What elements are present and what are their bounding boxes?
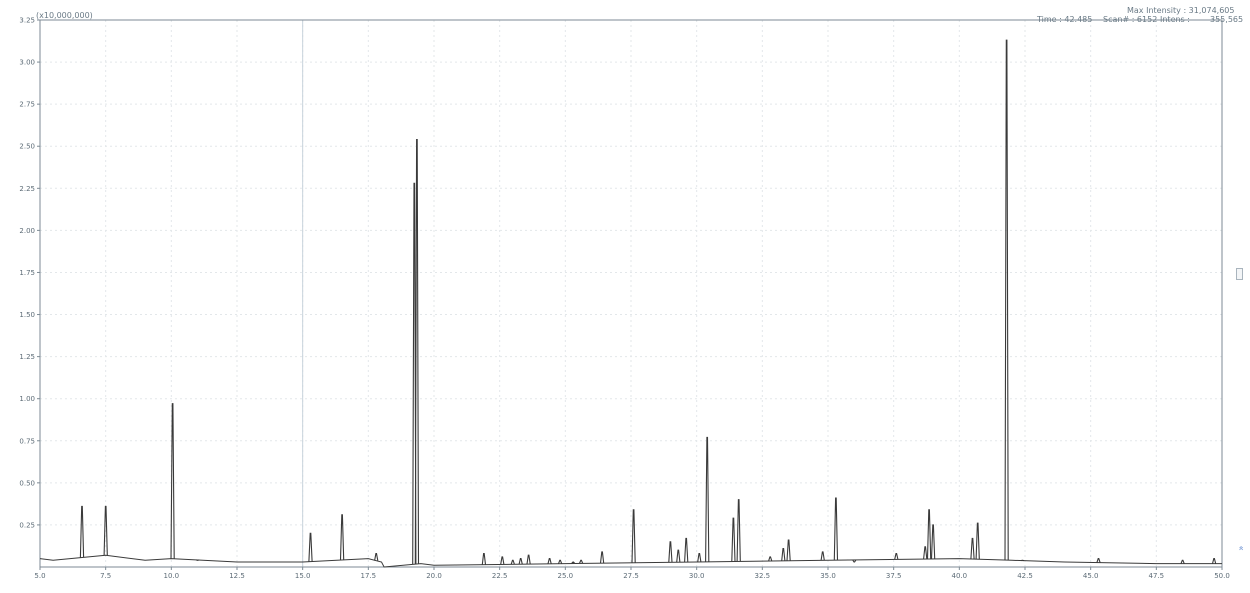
peak bbox=[601, 552, 604, 563]
x-tick-label: 5.0 bbox=[34, 572, 45, 580]
x-tick-label: 42.5 bbox=[1017, 572, 1033, 580]
peak bbox=[519, 559, 522, 565]
peak bbox=[669, 542, 672, 563]
peak bbox=[309, 533, 312, 561]
peak bbox=[415, 140, 418, 565]
x-tick-label: 47.5 bbox=[1149, 572, 1165, 580]
peak bbox=[698, 554, 701, 562]
peak bbox=[80, 506, 83, 557]
peak bbox=[976, 523, 979, 559]
peak bbox=[782, 549, 785, 561]
peak bbox=[737, 500, 740, 562]
x-tick-label: 45.0 bbox=[1083, 572, 1099, 580]
y-tick-label: 0.50 bbox=[19, 479, 35, 487]
x-tick-label: 25.0 bbox=[558, 572, 574, 580]
x-tick-label: 27.5 bbox=[623, 572, 639, 580]
peak bbox=[932, 525, 935, 559]
peak bbox=[971, 538, 974, 559]
peak bbox=[341, 515, 344, 560]
x-tick-label: 22.5 bbox=[492, 572, 508, 580]
x-tick-label: 20.0 bbox=[426, 572, 442, 580]
peak bbox=[548, 559, 551, 564]
x-tick-label: 30.0 bbox=[689, 572, 705, 580]
collapse-icon[interactable]: « bbox=[1237, 546, 1246, 550]
intensity-value: 355,565 bbox=[1210, 15, 1243, 24]
y-tick-label: 3.00 bbox=[19, 59, 35, 67]
peak bbox=[928, 510, 931, 559]
peak bbox=[677, 550, 680, 562]
scan-readout: Scan# : 6152 bbox=[1103, 15, 1157, 24]
x-tick-label: 10.0 bbox=[164, 572, 180, 580]
peak bbox=[501, 557, 504, 565]
peak bbox=[511, 560, 514, 564]
peak bbox=[1213, 559, 1216, 564]
intensity-label: Intens : bbox=[1160, 15, 1190, 24]
y-tick-label: 0.75 bbox=[19, 437, 35, 445]
peak bbox=[769, 557, 772, 561]
y-tick-label: 1.25 bbox=[19, 353, 35, 361]
peak bbox=[632, 510, 635, 563]
y-tick-label: 1.75 bbox=[19, 269, 35, 277]
y-tick-label: 1.50 bbox=[19, 311, 35, 319]
y-tick-label: 0.25 bbox=[19, 521, 35, 529]
max-intensity-label: Max Intensity : 31,074,605 bbox=[1127, 6, 1235, 15]
peak bbox=[821, 552, 824, 560]
x-tick-label: 7.5 bbox=[100, 572, 111, 580]
peak bbox=[834, 498, 837, 560]
x-tick-label: 40.0 bbox=[952, 572, 968, 580]
peak bbox=[527, 555, 530, 564]
peak bbox=[706, 437, 709, 561]
y-tick-label: 3.25 bbox=[19, 17, 35, 25]
x-tick-label: 50.0 bbox=[1214, 572, 1230, 580]
peak bbox=[375, 554, 378, 561]
y-tick-label: 2.75 bbox=[19, 101, 35, 109]
peak bbox=[482, 554, 485, 565]
side-scroll-handle[interactable] bbox=[1236, 268, 1243, 280]
x-tick-label: 12.5 bbox=[229, 572, 245, 580]
scale-label: (x10,000,000) bbox=[36, 11, 93, 20]
peak bbox=[732, 518, 735, 561]
peak bbox=[1097, 559, 1100, 563]
y-tick-label: 2.25 bbox=[19, 185, 35, 193]
peak bbox=[924, 547, 927, 559]
x-tick-label: 15.0 bbox=[295, 572, 311, 580]
y-tick-label: 1.00 bbox=[19, 395, 35, 403]
plot-frame bbox=[40, 20, 1222, 567]
peak bbox=[1005, 40, 1008, 560]
x-tick-label: 32.5 bbox=[755, 572, 771, 580]
x-tick-label: 35.0 bbox=[820, 572, 836, 580]
peak bbox=[895, 554, 898, 560]
x-tick-label: 37.5 bbox=[886, 572, 902, 580]
peak bbox=[685, 538, 688, 562]
time-readout: Time : 42.485 bbox=[1037, 15, 1092, 24]
y-tick-label: 2.50 bbox=[19, 143, 35, 151]
peak bbox=[787, 540, 790, 561]
x-tick-label: 17.5 bbox=[361, 572, 377, 580]
y-tick-label: 2.00 bbox=[19, 227, 35, 235]
